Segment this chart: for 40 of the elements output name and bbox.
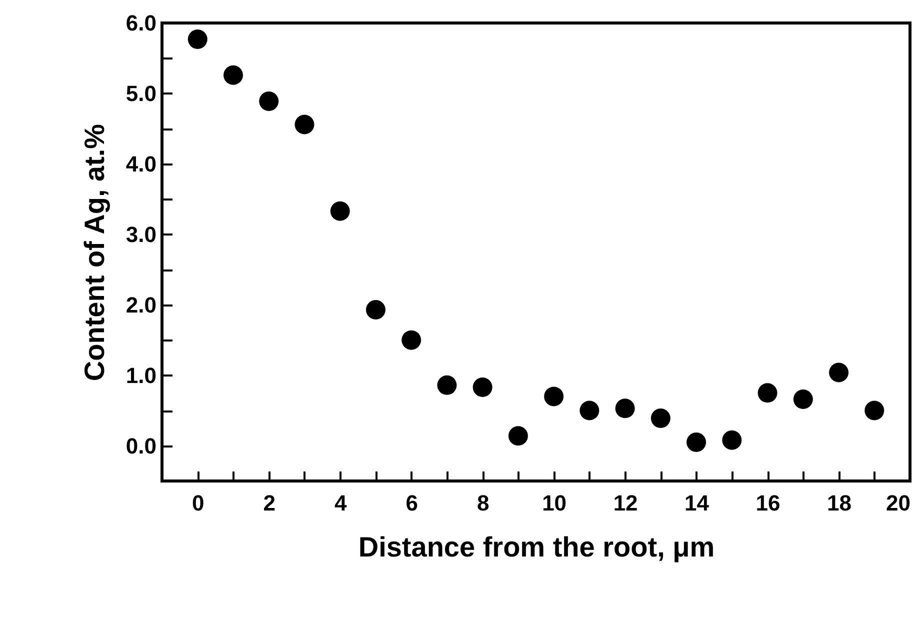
x-tick-label: 4 [334, 490, 348, 516]
x-tick-label: 18 [827, 490, 852, 516]
x-tick-label: 20 [886, 490, 910, 516]
point [472, 378, 492, 398]
point [615, 398, 635, 418]
point [259, 91, 279, 111]
x-tick-label: 12 [613, 490, 638, 516]
point [793, 390, 813, 409]
point [722, 430, 742, 450]
point [508, 426, 528, 446]
point [294, 114, 314, 134]
point [650, 408, 670, 428]
point [437, 375, 457, 395]
point [366, 300, 386, 320]
point [402, 330, 422, 350]
x-tick-label: 8 [476, 490, 490, 516]
point [829, 362, 849, 382]
y-tick-label: 0.0 [126, 433, 156, 458]
point [544, 386, 564, 406]
y-tick-label: 2.0 [126, 292, 156, 318]
x-tick-label: 0 [192, 490, 204, 516]
x-tick-label: 16 [756, 490, 780, 516]
y-tick-label: 1.0 [126, 362, 156, 388]
x-tick-label: 10 [542, 490, 567, 516]
point [580, 400, 600, 420]
point [864, 400, 884, 420]
x-tick-label: 14 [684, 490, 710, 516]
point [758, 383, 778, 403]
y-tick-label: 6.0 [126, 10, 156, 36]
point [330, 201, 350, 221]
y-tick-label: 3.0 [126, 222, 156, 247]
x-tick-label: 2 [263, 490, 276, 516]
point [686, 432, 706, 452]
x-axis-title: Distance from the root, μm [358, 532, 715, 562]
y-axis-title: Content of Ag, at.% [78, 124, 110, 382]
y-tick-label: 4.0 [126, 151, 156, 176]
point [188, 29, 208, 49]
y-tick-label: 5.0 [126, 80, 156, 106]
point [223, 65, 243, 85]
x-tick-label: 6 [406, 490, 418, 516]
